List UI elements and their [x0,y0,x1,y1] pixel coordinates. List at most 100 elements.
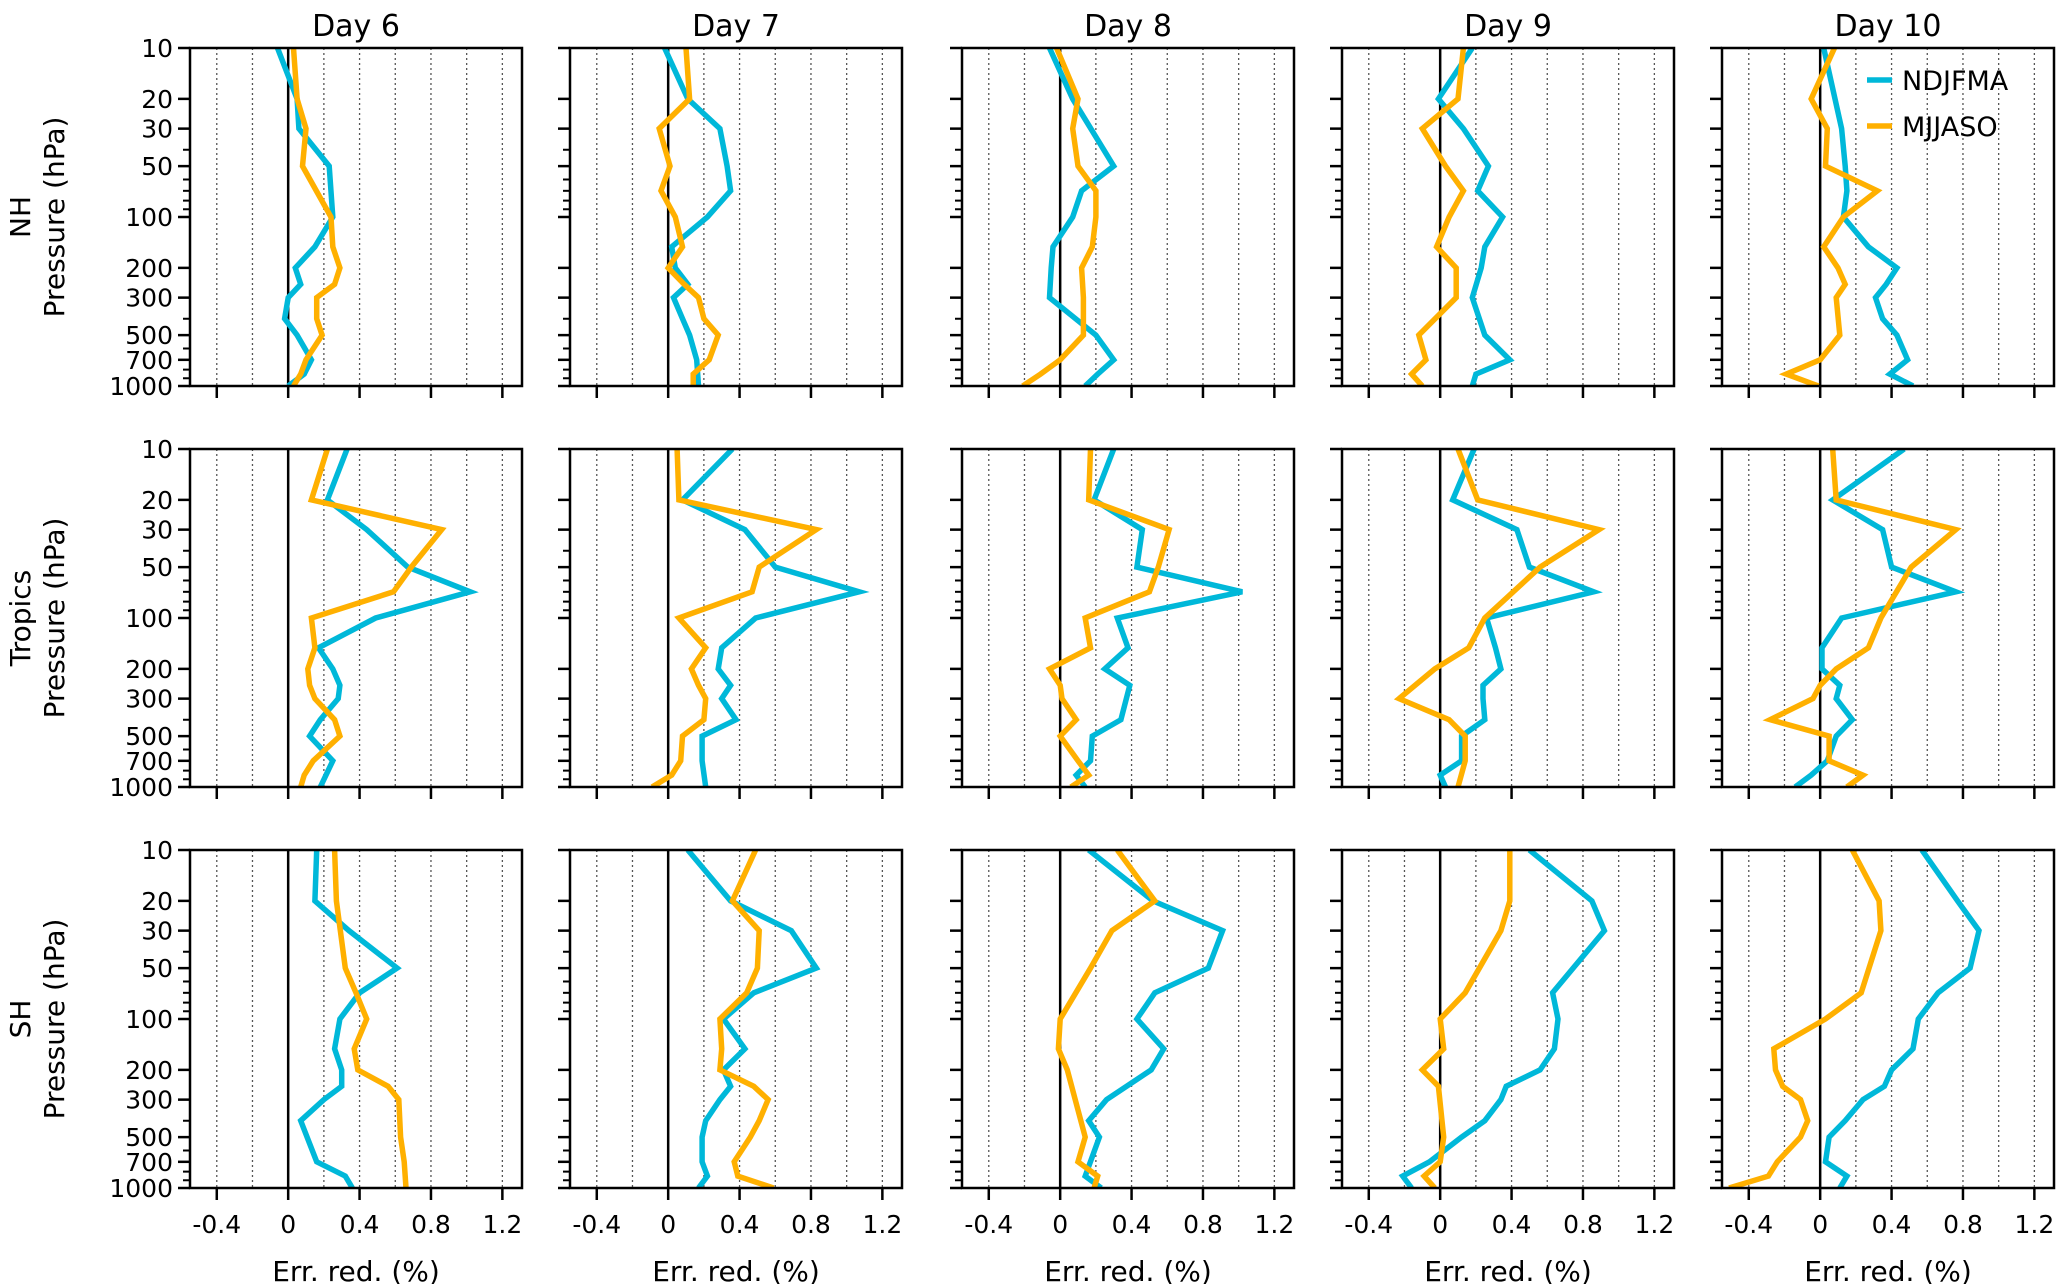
x-axis-label: Err. red. (%) [1804,1255,1972,1284]
panel-frame [188,46,524,388]
series-line-mjjaso [1021,48,1099,386]
y-tick-label: 300 [125,1086,173,1115]
y-tick-label: 30 [141,115,173,144]
panel-frame [1340,46,1676,388]
series-line-mjjaso [1418,850,1513,1188]
y-tick-label: 300 [125,685,173,714]
panel-frame [960,848,1296,1190]
y-tick-label: 10 [141,836,173,865]
y-axis-label: Pressure (hPa) [38,919,71,1120]
y-tick-label: 700 [125,346,173,375]
x-tick-label: 0.4 [720,1210,760,1239]
series-line-ndjfma [306,449,479,787]
y-axis-label: Pressure (hPa) [38,117,71,318]
x-tick-label: 0.8 [1563,1210,1603,1239]
y-tick-label: 50 [141,152,173,181]
x-axis-label: Err. red. (%) [1044,1255,1212,1284]
y-tick-label: 500 [125,1123,173,1152]
y-tick-label: 500 [125,321,173,350]
panel-nh-day-10: NDJFMA MJJASO [1710,46,2056,398]
series-line-ndjfma [1046,48,1118,386]
y-tick-label: 200 [125,655,173,684]
panel-nh-day-7 [558,46,904,398]
y-tick-label: 700 [125,1148,173,1177]
series-line-mjjaso [1393,449,1606,787]
y-tick-label: 200 [125,1056,173,1085]
panel-nh-day-9 [1330,46,1676,398]
series-line-mjjaso [298,449,447,787]
panel-frame [1720,447,2056,789]
x-tick-label: 1.2 [482,1210,522,1239]
y-tick-label: 300 [125,284,173,313]
panel-frame [188,848,524,1190]
panel-frame [188,447,524,789]
y-tick-label: 200 [125,254,173,283]
panel-tropics-day-7 [558,447,904,799]
series-line-mjjaso [1728,850,1884,1188]
y-tick-label: 100 [125,604,173,633]
panel-sh-day-9: -0.4 0 0.4 0.8 1.2 Err. red. (%) [1330,848,1676,1284]
panel-frame [568,447,904,789]
series-line-ndjfma [1081,850,1227,1188]
panel-tropics-day-10 [1710,447,2056,799]
column-title-day-6: Day 6 [312,9,400,44]
series-line-mjjaso [656,48,722,386]
x-tick-label: -0.4 [572,1210,621,1239]
panel-sh-day-10: -0.4 0 0.4 0.8 1.2 Err. red. (%) [1710,848,2056,1284]
y-tick-label: 1000 [109,1174,173,1203]
panel-frame [1720,848,2056,1190]
row-label-nh: NH Pressure (hPa) [4,117,71,318]
y-tick-label: 100 [125,203,173,232]
series-line-mjjaso [1407,48,1467,386]
y-tick-label: 50 [141,954,173,983]
series-line-mjjaso [1762,449,1962,787]
x-tick-label: 0.8 [411,1210,451,1239]
row-label-tropics: Tropics Pressure (hPa) [4,518,71,719]
panel-frame [1340,447,1676,789]
y-tick-label: 10 [141,435,173,464]
series-line-mjjaso [331,850,409,1188]
panel-tropics-day-8 [950,447,1296,799]
row-name: SH [4,1000,37,1039]
x-tick-label: 1.2 [1634,1210,1674,1239]
row-name: Tropics [4,570,37,668]
x-axis-label: Err. red. (%) [652,1255,820,1284]
x-tick-label: 0.4 [1492,1210,1532,1239]
column-title-day-7: Day 7 [692,9,780,44]
x-tick-label: 0.4 [340,1210,380,1239]
series-line-ndjfma [1398,850,1608,1188]
legend-label-mjjaso: MJJASO [1902,112,1998,143]
series-line-ndjfma [1821,48,1915,386]
x-tick-label: 1.2 [862,1210,902,1239]
x-tick-label: -0.4 [964,1210,1013,1239]
series-line-ndjfma [1434,48,1515,386]
series-line-ndjfma [1072,449,1243,787]
series-line-mjjaso [1778,48,1883,386]
x-tick-label: 0 [1052,1210,1068,1239]
y-tick-label: 1000 [109,372,173,401]
panel-nh-day-8 [950,46,1296,398]
series-line-mjjaso [650,449,824,787]
series-line-ndjfma [297,850,402,1188]
x-axis-label: Err. red. (%) [272,1255,440,1284]
panel-frame [960,46,1296,388]
x-tick-label: 0 [1432,1210,1448,1239]
x-tick-label: -0.4 [1344,1210,1393,1239]
x-tick-label: 0.8 [1943,1210,1983,1239]
x-tick-label: 1.2 [1254,1210,1294,1239]
y-tick-label: 10 [141,34,173,63]
series-line-mjjaso [290,48,343,386]
panel-sh-day-7: -0.4 0 0.4 0.8 1.2 Err. red. (%) [558,848,904,1284]
y-tick-label: 20 [141,486,173,515]
y-axis-label: Pressure (hPa) [38,518,71,719]
panel-frame [568,46,904,388]
legend-label-ndjfma: NDJFMA [1902,66,2009,97]
y-tick-label: 30 [141,917,173,946]
x-tick-label: 0.4 [1872,1210,1912,1239]
legend: NDJFMA MJJASO [1867,66,2009,143]
x-tick-label: 0 [1812,1210,1828,1239]
x-tick-label: 0 [660,1210,676,1239]
y-tick-label: 100 [125,1005,173,1034]
